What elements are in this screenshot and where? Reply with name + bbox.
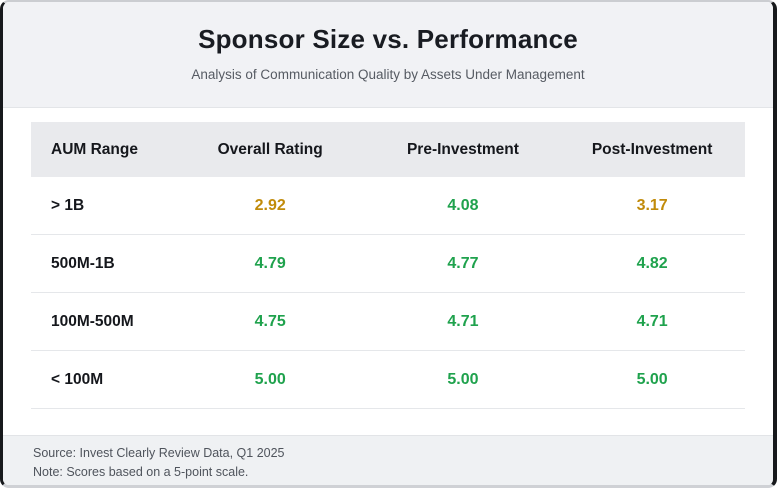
row-label-aum-range: 500M-1B bbox=[51, 254, 115, 272]
column-header-aum-range: AUM Range bbox=[51, 140, 138, 158]
column-header-overall-rating: Overall Rating bbox=[217, 140, 323, 158]
card-footer: Source: Invest Clearly Review Data, Q1 2… bbox=[3, 435, 773, 485]
performance-table: AUM Range Overall Rating Pre-Investment … bbox=[31, 122, 745, 409]
rating-value: 5.00 bbox=[636, 370, 668, 388]
rating-value: 4.77 bbox=[447, 254, 479, 272]
rating-value: 2.92 bbox=[254, 196, 286, 214]
table-header-row: AUM Range Overall Rating Pre-Investment … bbox=[31, 122, 745, 177]
rating-value: 4.75 bbox=[254, 312, 286, 330]
table-row: 500M-1B 4.79 4.77 4.82 bbox=[31, 235, 745, 293]
row-label-aum-range: < 100M bbox=[51, 370, 104, 388]
scale-note: Note: Scores based on a 5-point scale. bbox=[33, 465, 249, 479]
source-note: Source: Invest Clearly Review Data, Q1 2… bbox=[33, 446, 285, 460]
rating-value: 4.71 bbox=[636, 312, 668, 330]
rating-value: 3.17 bbox=[636, 196, 668, 214]
rating-value: 5.00 bbox=[447, 370, 479, 388]
rating-value: 4.79 bbox=[254, 254, 286, 272]
table-row: < 100M 5.00 5.00 5.00 bbox=[31, 351, 745, 409]
row-label-aum-range: 100M-500M bbox=[51, 312, 134, 330]
rating-value: 5.00 bbox=[254, 370, 286, 388]
table-row: > 1B 2.92 4.08 3.17 bbox=[31, 177, 745, 235]
rating-value: 4.71 bbox=[447, 312, 479, 330]
card-header: Sponsor Size vs. Performance Analysis of… bbox=[3, 2, 773, 108]
page-title: Sponsor Size vs. Performance bbox=[198, 24, 578, 54]
rating-value: 4.08 bbox=[447, 196, 479, 214]
page-subtitle: Analysis of Communication Quality by Ass… bbox=[191, 67, 585, 82]
column-header-pre-investment: Pre-Investment bbox=[406, 140, 519, 158]
table-row: 100M-500M 4.75 4.71 4.71 bbox=[31, 293, 745, 351]
table-body: > 1B 2.92 4.08 3.17 500M-1B 4.79 4.77 4.82 100M-… bbox=[31, 177, 745, 409]
rating-value: 4.82 bbox=[636, 254, 668, 272]
column-header-post-investment: Post-Investment bbox=[591, 140, 713, 158]
row-label-aum-range: > 1B bbox=[51, 196, 85, 214]
